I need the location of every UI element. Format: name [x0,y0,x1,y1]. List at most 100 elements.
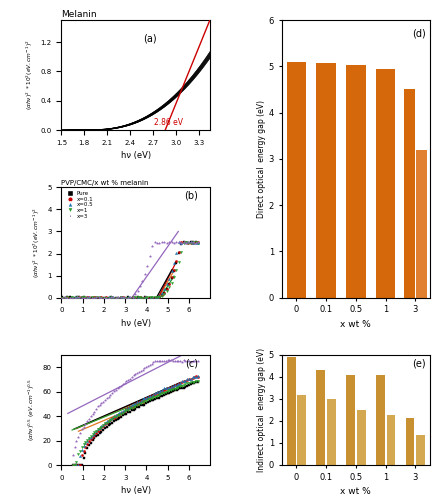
Point [146,294,153,302]
Point [163,239,170,247]
Point [149,392,156,400]
Point [123,377,130,385]
Point [180,238,187,246]
Point [136,294,143,302]
Point [141,396,148,404]
Point [153,294,160,302]
Point [187,380,194,388]
Point [98,428,105,436]
Point [80,424,87,432]
Point [76,461,83,469]
Point [166,386,173,394]
Point [139,398,146,406]
Point [101,420,108,428]
Point [128,400,135,408]
Point [184,238,191,246]
Point [105,422,112,430]
Point [192,373,199,381]
Point [128,402,135,410]
Point [101,424,108,432]
Point [162,390,169,398]
Point [66,294,73,302]
Point [169,383,176,391]
Point [164,384,171,392]
Point [158,238,165,246]
Point [89,410,96,418]
Point [71,461,78,469]
Point [178,378,185,386]
Point [102,294,110,302]
Point [176,384,183,392]
Point [69,461,76,469]
Bar [375,374,384,465]
Point [124,294,131,302]
Point [189,378,196,386]
Point [142,399,149,407]
Point [98,400,105,407]
Point [117,294,124,302]
Point [169,382,176,390]
Point [146,361,153,369]
Point [135,398,142,406]
Point [174,386,181,394]
Point [124,404,131,411]
Point [187,375,194,383]
Point [155,293,162,301]
Point [117,410,124,418]
Point [194,372,201,380]
Point [180,239,187,247]
Point [92,426,99,434]
Point [126,408,133,416]
Point [173,384,180,392]
Point [76,294,83,302]
Point [73,461,80,469]
Point [112,294,119,302]
Point [61,294,68,302]
Point [85,294,92,302]
Point [194,376,201,384]
Point [76,294,83,302]
Point [151,292,158,300]
Point [137,400,144,407]
Point [148,392,155,400]
Point [137,401,144,409]
Bar [415,436,424,465]
Point [94,402,101,410]
Point [91,434,98,442]
Point [141,270,148,278]
Point [180,238,187,246]
Point [64,294,71,302]
Point [122,294,129,302]
Point [165,280,172,288]
Point [119,380,126,388]
X-axis label: x wt %: x wt % [340,320,371,329]
Point [59,294,66,302]
Point [80,454,87,462]
Point [84,444,91,452]
Point [119,294,126,302]
Point [180,384,187,392]
Point [110,294,117,302]
Point [170,266,177,274]
Point [151,389,158,397]
Point [187,358,194,366]
Point [156,387,163,395]
Point [91,428,98,436]
Point [81,443,88,451]
Point [185,358,192,366]
Point [90,294,97,302]
Point [83,294,90,302]
Point [187,239,194,247]
Point [112,294,119,302]
Point [141,294,148,302]
Point [122,294,129,302]
Point [167,383,174,391]
Point [126,403,133,411]
Point [163,288,170,296]
Point [136,294,143,302]
Point [155,356,162,364]
Text: PVP/CMC/x wt % melanin: PVP/CMC/x wt % melanin [61,180,148,186]
Point [88,294,95,302]
Point [189,238,196,246]
Point [73,293,80,301]
